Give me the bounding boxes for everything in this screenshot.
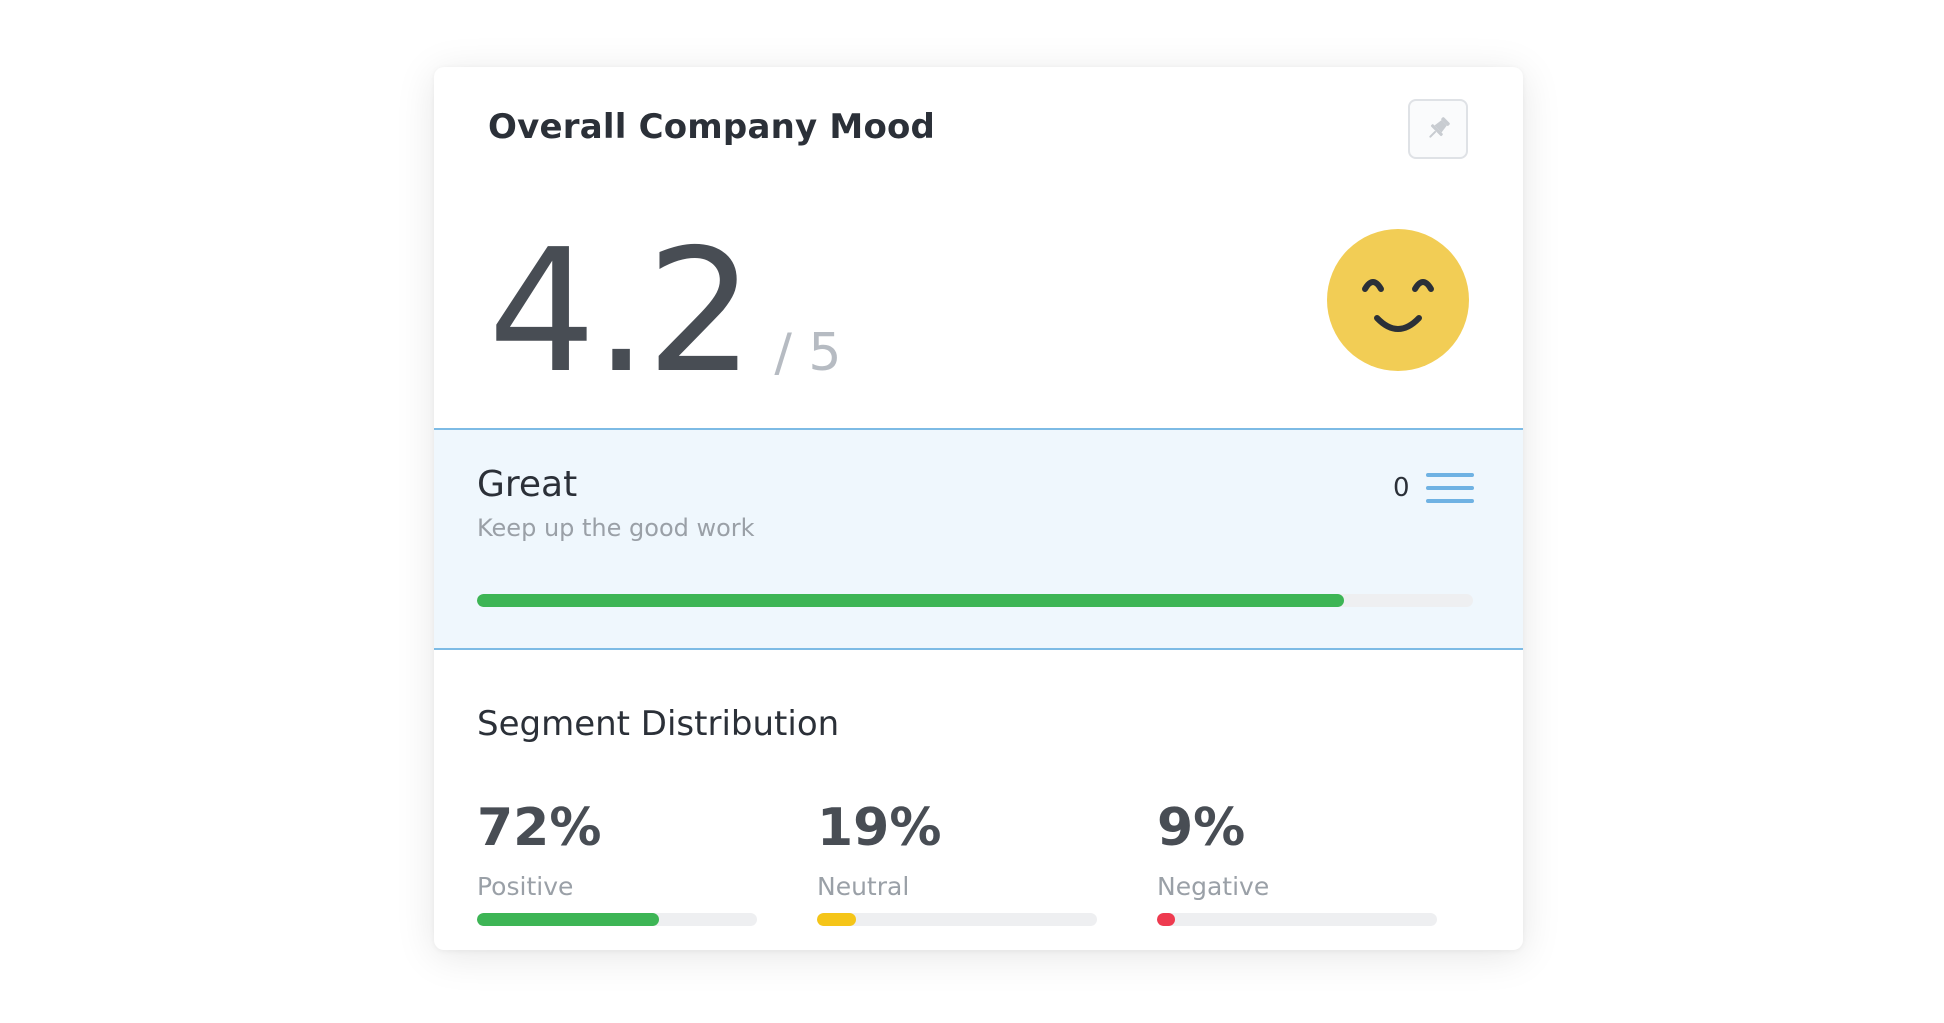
rating-label: Great bbox=[477, 464, 578, 505]
segment-label: Negative bbox=[1157, 872, 1270, 901]
rating-progress-fill bbox=[477, 594, 1344, 607]
segment-bar-fill bbox=[817, 913, 857, 926]
segment-positive: 72% Positive bbox=[477, 802, 757, 926]
score-max: / 5 bbox=[774, 323, 842, 383]
pin-button[interactable] bbox=[1408, 99, 1468, 159]
segment-negative: 9% Negative bbox=[1157, 802, 1437, 926]
segment-bar bbox=[1157, 913, 1437, 926]
segment-percent: 72% bbox=[477, 798, 602, 858]
segment-distribution-title: Segment Distribution bbox=[477, 704, 840, 744]
pin-icon bbox=[1429, 117, 1450, 138]
hamburger-menu-icon[interactable] bbox=[1424, 468, 1476, 508]
count-value: 0 bbox=[1393, 473, 1410, 503]
card-title: Overall Company Mood bbox=[488, 107, 936, 147]
segment-neutral: 19% Neutral bbox=[817, 802, 1097, 926]
segment-percent: 9% bbox=[1157, 798, 1246, 858]
mood-card: Overall Company Mood 4.2 / 5 Great Keep … bbox=[434, 67, 1523, 950]
rating-progress-bar bbox=[477, 594, 1473, 607]
segment-bar-fill bbox=[477, 913, 659, 926]
segment-label: Positive bbox=[477, 872, 574, 901]
rating-subtitle: Keep up the good work bbox=[477, 514, 755, 542]
segment-bar bbox=[477, 913, 757, 926]
smiley-face-icon bbox=[1327, 229, 1469, 371]
segment-bar bbox=[817, 913, 1097, 926]
rating-section: Great Keep up the good work 0 bbox=[434, 428, 1523, 650]
mood-score: 4.2 / 5 bbox=[488, 227, 842, 397]
score-value: 4.2 bbox=[488, 213, 754, 411]
segment-label: Neutral bbox=[817, 872, 910, 901]
segment-percent: 19% bbox=[817, 798, 942, 858]
segment-bar-fill bbox=[1157, 913, 1176, 926]
